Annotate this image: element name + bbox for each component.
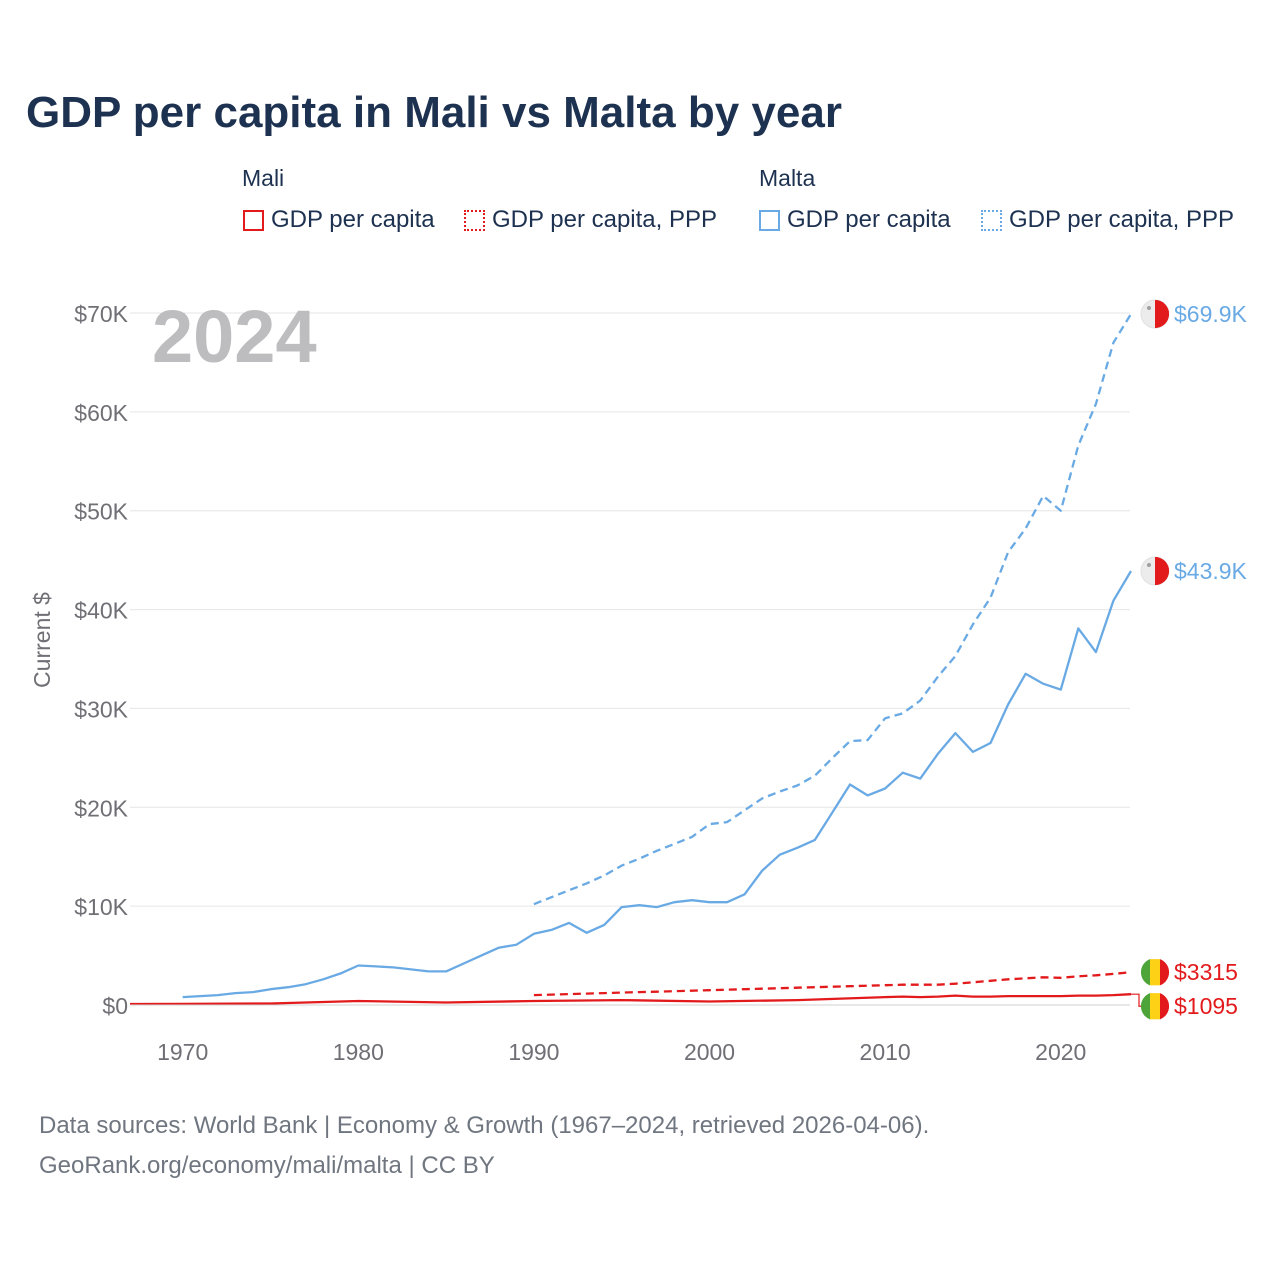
legend-item-mali-gdp-ppp[interactable]: GDP per capita, PPP bbox=[464, 206, 717, 234]
end-value-label: $43.9K bbox=[1174, 558, 1248, 584]
malta-flag-icon bbox=[1140, 556, 1170, 586]
y-tick-label: $30K bbox=[74, 696, 128, 722]
legend-item-malta-gdp[interactable]: GDP per capita bbox=[759, 206, 951, 234]
mali-flag-icon bbox=[1140, 993, 1170, 1020]
legend-group-mali: Mali bbox=[242, 165, 285, 191]
legend-group-malta: Malta bbox=[759, 165, 816, 191]
legend-swatch-solid-red bbox=[243, 209, 264, 231]
sources-line-2[interactable]: GeoRank.org/economy/mali/malta | CC BY bbox=[39, 1152, 495, 1179]
year-label: 2024 bbox=[152, 295, 317, 378]
y-tick-label: $10K bbox=[74, 894, 128, 920]
x-tick-label: 2020 bbox=[1035, 1039, 1086, 1065]
legend-item-malta-gdp-ppp[interactable]: GDP per capita, PPP bbox=[981, 206, 1234, 234]
data-sources: Data sources: World Bank | Economy & Gro… bbox=[39, 1106, 929, 1186]
end-value-label: $1095 bbox=[1174, 993, 1238, 1019]
x-tick-label: 1970 bbox=[157, 1039, 208, 1065]
legend-label: GDP per capita bbox=[787, 206, 951, 233]
series-line-mali-gdp-per-capita bbox=[129, 993, 1132, 1006]
legend-swatch-dotted-red bbox=[464, 209, 485, 231]
series-line-malta-gdp-per-capita-ppp bbox=[533, 313, 1132, 906]
x-tick-label: 1990 bbox=[508, 1039, 559, 1065]
legend-item-mali-gdp[interactable]: GDP per capita bbox=[243, 206, 435, 234]
legend-swatch-solid-blue bbox=[759, 209, 780, 231]
y-axis-title: Current $ bbox=[29, 592, 55, 688]
y-tick-label: $40K bbox=[74, 598, 128, 624]
malta-flag-icon bbox=[1140, 299, 1170, 329]
series-line-mali-gdp-per-capita-ppp bbox=[533, 971, 1132, 997]
x-tick-label: 1980 bbox=[333, 1039, 384, 1065]
end-label-layer: $69.9K $43.9K $3315 $1095 bbox=[1131, 299, 1248, 1020]
series-layer bbox=[129, 313, 1132, 1006]
chart-title: GDP per capita in Mali vs Malta by year bbox=[26, 88, 842, 137]
mali-flag-icon bbox=[1140, 959, 1170, 986]
series-line-malta-gdp-per-capita bbox=[182, 570, 1132, 999]
legend-label: GDP per capita, PPP bbox=[492, 206, 717, 233]
x-tick-label: 2010 bbox=[860, 1039, 911, 1065]
y-tick-label: $60K bbox=[74, 400, 128, 426]
axis-layer: $0 $10K $20K $30K $40K $50K $60K $70K 1970 1980 19… bbox=[74, 301, 1130, 1065]
y-tick-label: $70K bbox=[74, 301, 128, 327]
legend-swatch-dotted-blue bbox=[981, 209, 1002, 231]
end-value-label: $3315 bbox=[1174, 959, 1238, 985]
sources-line-1: Data sources: World Bank | Economy & Gro… bbox=[39, 1112, 930, 1139]
y-tick-label: $20K bbox=[74, 795, 128, 821]
legend-label: GDP per capita, PPP bbox=[1009, 206, 1234, 233]
y-tick-label: $0 bbox=[102, 993, 128, 1019]
x-tick-label: 2000 bbox=[684, 1039, 735, 1065]
end-value-label: $69.9K bbox=[1174, 301, 1248, 327]
grid-layer bbox=[130, 312, 1130, 1006]
legend-label: GDP per capita bbox=[271, 206, 435, 233]
leader-line bbox=[1131, 993, 1141, 1007]
y-tick-label: $50K bbox=[74, 499, 128, 525]
